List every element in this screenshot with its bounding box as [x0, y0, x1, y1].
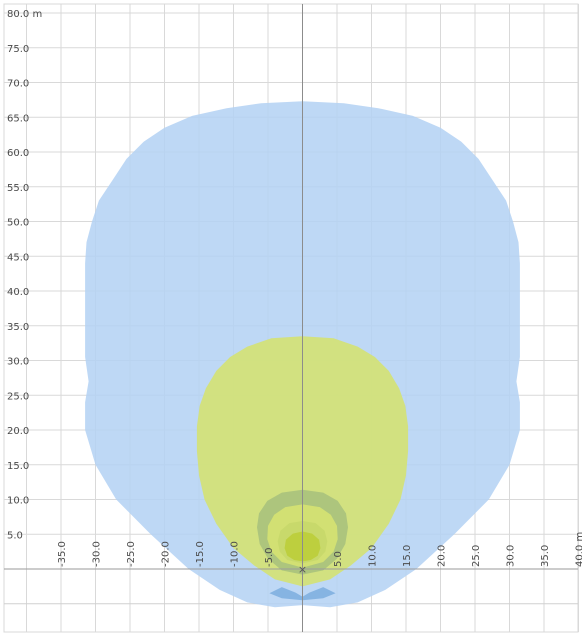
x-tick-label: -10.0 [230, 541, 241, 567]
coverage-zone-7 [269, 587, 336, 601]
x-tick-label: 20.0 [437, 545, 448, 567]
y-tick-label: 75.0 [7, 44, 29, 55]
tick-labels: 5.0 10.0 15.0 20.0 25.0 30.0 35.0 40.0 45.0 50.0 5… [7, 9, 582, 567]
axes: × [4, 4, 578, 632]
x-tick-label: 10.0 [368, 545, 379, 567]
y-tick-label: 70.0 [7, 79, 29, 90]
x-tick-label: 15.0 [402, 545, 413, 567]
y-tick-label: 20.0 [7, 426, 29, 437]
y-tick-label: 5.0 [7, 530, 23, 541]
y-tick-label: 35.0 [7, 322, 29, 333]
y-tick-label: 65.0 [7, 113, 29, 124]
x-tick-label: -35.0 [57, 541, 68, 567]
x-tick-label: 30.0 [506, 545, 517, 567]
y-tick-label: 55.0 [7, 183, 29, 194]
y-tick-label: 30.0 [7, 357, 29, 368]
x-tick-label: -5.0 [264, 547, 275, 567]
y-tick-label: 40.0 [7, 287, 29, 298]
x-tick-label: 35.0 [540, 545, 551, 567]
y-tick-label: 50.0 [7, 218, 29, 229]
x-tick-label: -30.0 [92, 541, 103, 567]
x-tick-label: -15.0 [195, 541, 206, 567]
y-tick-label: 10.0 [7, 496, 29, 507]
y-tick-label: 80.0 m [7, 9, 42, 20]
x-tick-label: 40.0 m [575, 532, 582, 567]
y-tick-label: 25.0 [7, 391, 29, 402]
x-tick-label: -20.0 [161, 541, 172, 567]
origin-marker: × [298, 563, 307, 576]
y-tick-label: 45.0 [7, 252, 29, 263]
x-tick-label: 5.0 [333, 551, 344, 567]
x-tick-label: -25.0 [126, 541, 137, 567]
y-tick-label: 60.0 [7, 148, 29, 159]
x-tick-label: 25.0 [471, 545, 482, 567]
y-tick-label: 15.0 [7, 461, 29, 472]
